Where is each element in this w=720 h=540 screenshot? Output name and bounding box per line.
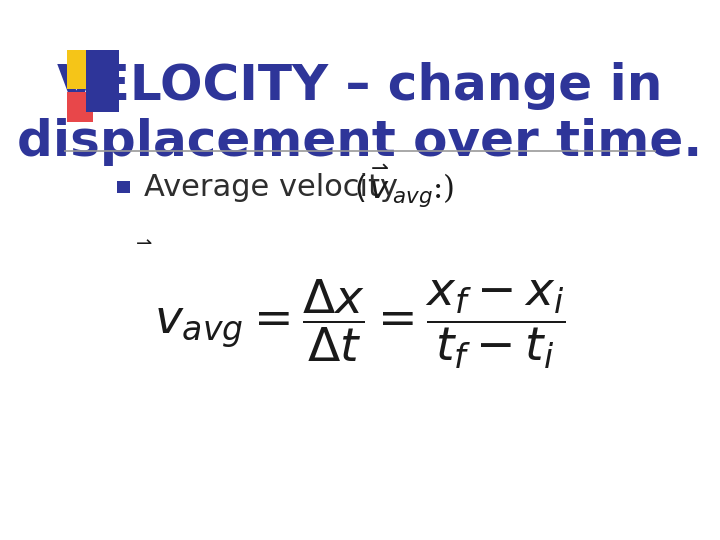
Text: Average velocity: Average velocity (144, 173, 397, 202)
FancyBboxPatch shape (66, 92, 94, 122)
FancyBboxPatch shape (86, 50, 119, 112)
Text: $v_{avg} = \dfrac{\Delta x}{\Delta t} = \dfrac{x_f - x_i}{t_f - t_i}$: $v_{avg} = \dfrac{\Delta x}{\Delta t} = … (154, 278, 566, 370)
FancyBboxPatch shape (66, 50, 109, 89)
Text: $\rightharpoonup$: $\rightharpoonup$ (132, 233, 153, 251)
Text: VELOCITY – change in
displacement over time.: VELOCITY – change in displacement over t… (17, 62, 703, 166)
FancyBboxPatch shape (117, 181, 130, 193)
Text: $(\overset{\rightharpoonup}{v}_{avg}$:): $(\overset{\rightharpoonup}{v}_{avg}$:) (354, 163, 454, 210)
